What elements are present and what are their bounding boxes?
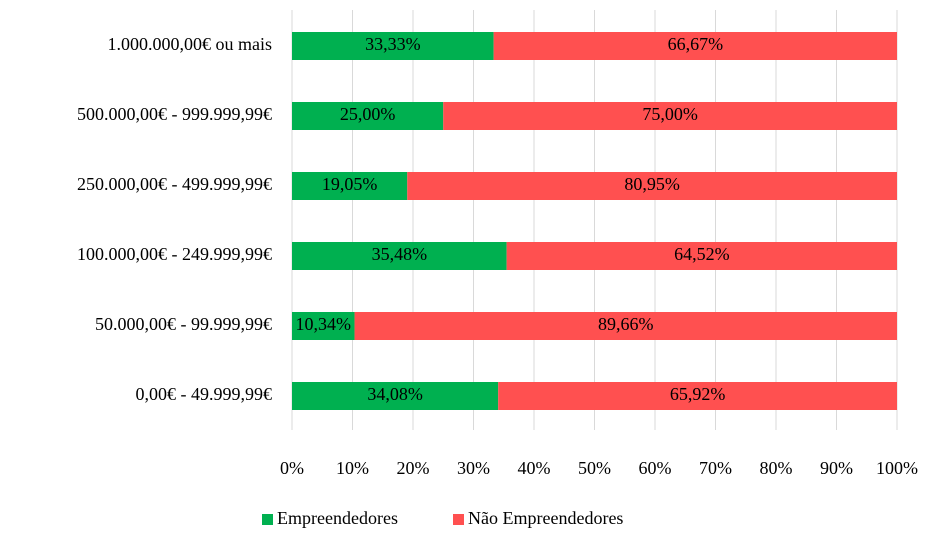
x-tick-label: 60% [639,458,672,478]
x-tick-label: 20% [397,458,430,478]
bar-segment [292,172,408,200]
data-label: 19,05% [322,174,378,194]
data-label: 34,08% [367,384,423,404]
y-tick-label: 1.000.000,00€ ou mais [108,34,273,54]
data-label: 66,67% [668,34,724,54]
bar-segment [493,32,897,60]
bar-segment [443,102,897,130]
y-tick-label: 500.000,00€ - 999.999,99€ [77,104,272,124]
bar-segment [292,242,507,270]
x-tick-label: 40% [518,458,551,478]
bar-segment [407,172,897,200]
bar-segment [354,312,897,340]
legend-swatch [262,514,273,525]
bar-segment [498,382,897,410]
x-tick-label: 30% [457,458,490,478]
data-label: 10,34% [296,314,352,334]
x-tick-label: 90% [820,458,853,478]
data-label: 80,95% [624,174,680,194]
data-label: 25,00% [340,104,396,124]
x-tick-label: 50% [578,458,611,478]
data-label: 75,00% [642,104,698,124]
data-label: 64,52% [674,244,730,264]
data-label: 33,33% [365,34,421,54]
bar-segment [292,382,499,410]
x-tick-label: 0% [280,458,304,478]
y-tick-label: 50.000,00€ - 99.999,99€ [95,314,272,334]
bar-segment [292,312,355,340]
legend-swatch [453,514,464,525]
x-tick-label: 10% [336,458,369,478]
data-label: 89,66% [598,314,654,334]
bar-segment [506,242,897,270]
bar-segment [292,32,494,60]
x-tick-label: 70% [699,458,732,478]
y-tick-label: 250.000,00€ - 499.999,99€ [77,174,272,194]
legend-label: Empreendedores [277,508,398,528]
x-tick-label: 80% [760,458,793,478]
data-label: 35,48% [372,244,428,264]
legend-label: Não Empreendedores [468,508,623,528]
bar-segment [292,102,444,130]
y-tick-label: 0,00€ - 49.999,99€ [136,384,273,404]
y-tick-label: 100.000,00€ - 249.999,99€ [77,244,272,264]
x-tick-label: 100% [876,458,918,478]
data-label: 65,92% [670,384,726,404]
